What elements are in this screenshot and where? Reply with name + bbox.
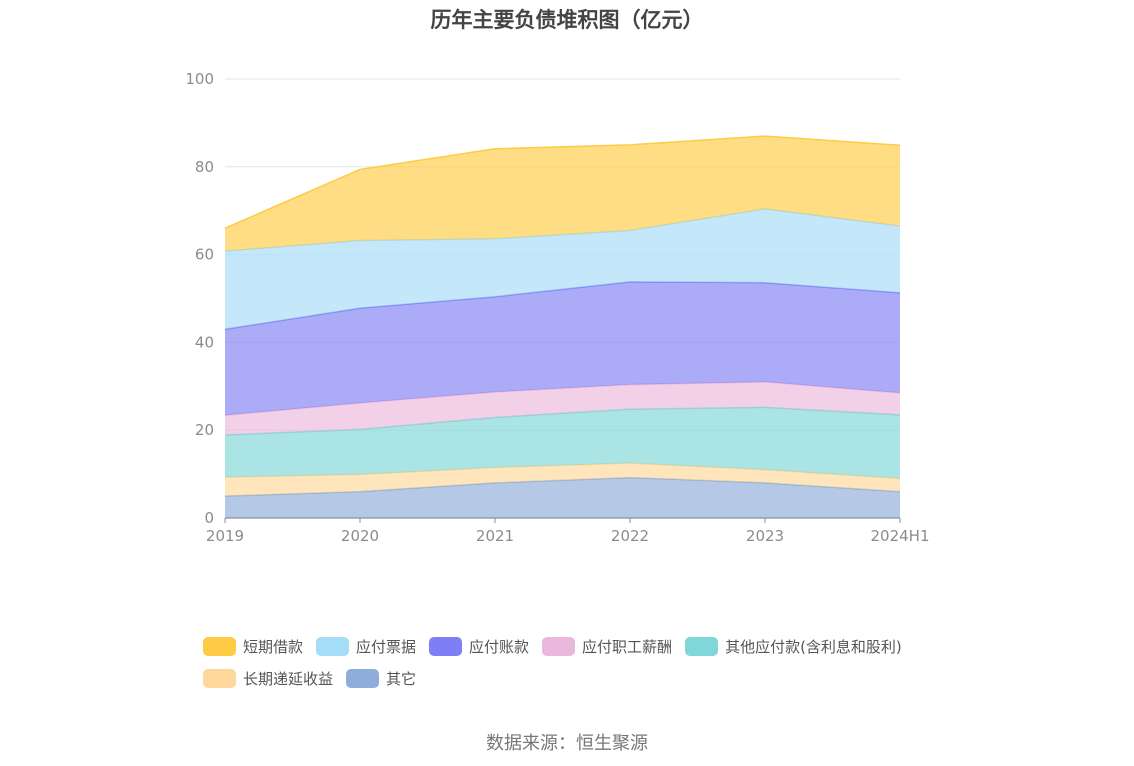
legend-swatch (429, 636, 463, 656)
area-series-3 (225, 381, 900, 436)
area-series-0 (225, 477, 900, 518)
y-tick-label: 20 (195, 421, 214, 439)
legend-swatch (685, 636, 719, 656)
legend-swatch (203, 668, 236, 688)
x-tick-label: 2019 (206, 527, 244, 545)
legend-swatch (346, 668, 380, 688)
area-series-2 (225, 407, 900, 479)
x-tick-label: 2021 (476, 527, 514, 545)
axes (224, 517, 901, 523)
legend-swatch (542, 636, 576, 656)
legend-item[interactable]: 其它 (346, 662, 416, 694)
legend: 短期借款 应付票据 应付账款 应付职工薪酬 其他应付款(含利息和股利) 长期递延收益 其它 (203, 630, 963, 694)
x-tick-label: 2022 (611, 527, 649, 545)
chart-title: 历年主要负债堆积图（亿元） (430, 8, 704, 32)
x-tick-label: 2024H1 (871, 527, 930, 545)
x-tick-label: 2020 (341, 527, 379, 545)
legend-swatch (316, 636, 350, 656)
legend-label: 其他应付款(含利息和股利) (725, 637, 902, 656)
x-tick-label: 2023 (746, 527, 784, 545)
legend-label: 应付职工薪酬 (582, 637, 673, 656)
area-series-4 (225, 281, 900, 416)
legend-label: 应付账款 (469, 637, 530, 656)
y-tick-label: 80 (195, 158, 214, 176)
legend-item[interactable]: 短期借款 (203, 630, 303, 662)
data-source-note: 数据来源：恒生聚源 (486, 733, 648, 754)
area-series-line-6 (224, 135, 901, 229)
legend-item[interactable]: 应付职工薪酬 (542, 630, 672, 662)
y-tick-label: 100 (185, 70, 214, 88)
legend-item[interactable]: 应付账款 (429, 630, 529, 662)
legend-label: 长期递延收益 (243, 669, 334, 688)
y-tick-label: 40 (195, 333, 214, 351)
legend-label: 其它 (386, 669, 417, 688)
area-series-5 (225, 208, 900, 330)
legend-swatch (203, 636, 236, 656)
legend-item[interactable]: 长期递延收益 (203, 662, 333, 694)
legend-item[interactable]: 其他应付款(含利息和股利) (685, 630, 902, 662)
legend-label: 应付票据 (356, 637, 417, 656)
area-series (224, 135, 901, 518)
tick-labels: 0 20 40 60 80 100 2019 2020 2021 2022 2023 2024H1 (185, 70, 929, 545)
y-tick-label: 0 (204, 509, 214, 527)
area-series-1 (225, 463, 900, 497)
y-tick-label: 60 (195, 246, 214, 264)
legend-item[interactable]: 应付票据 (316, 630, 416, 662)
legend-label: 短期借款 (243, 637, 304, 656)
